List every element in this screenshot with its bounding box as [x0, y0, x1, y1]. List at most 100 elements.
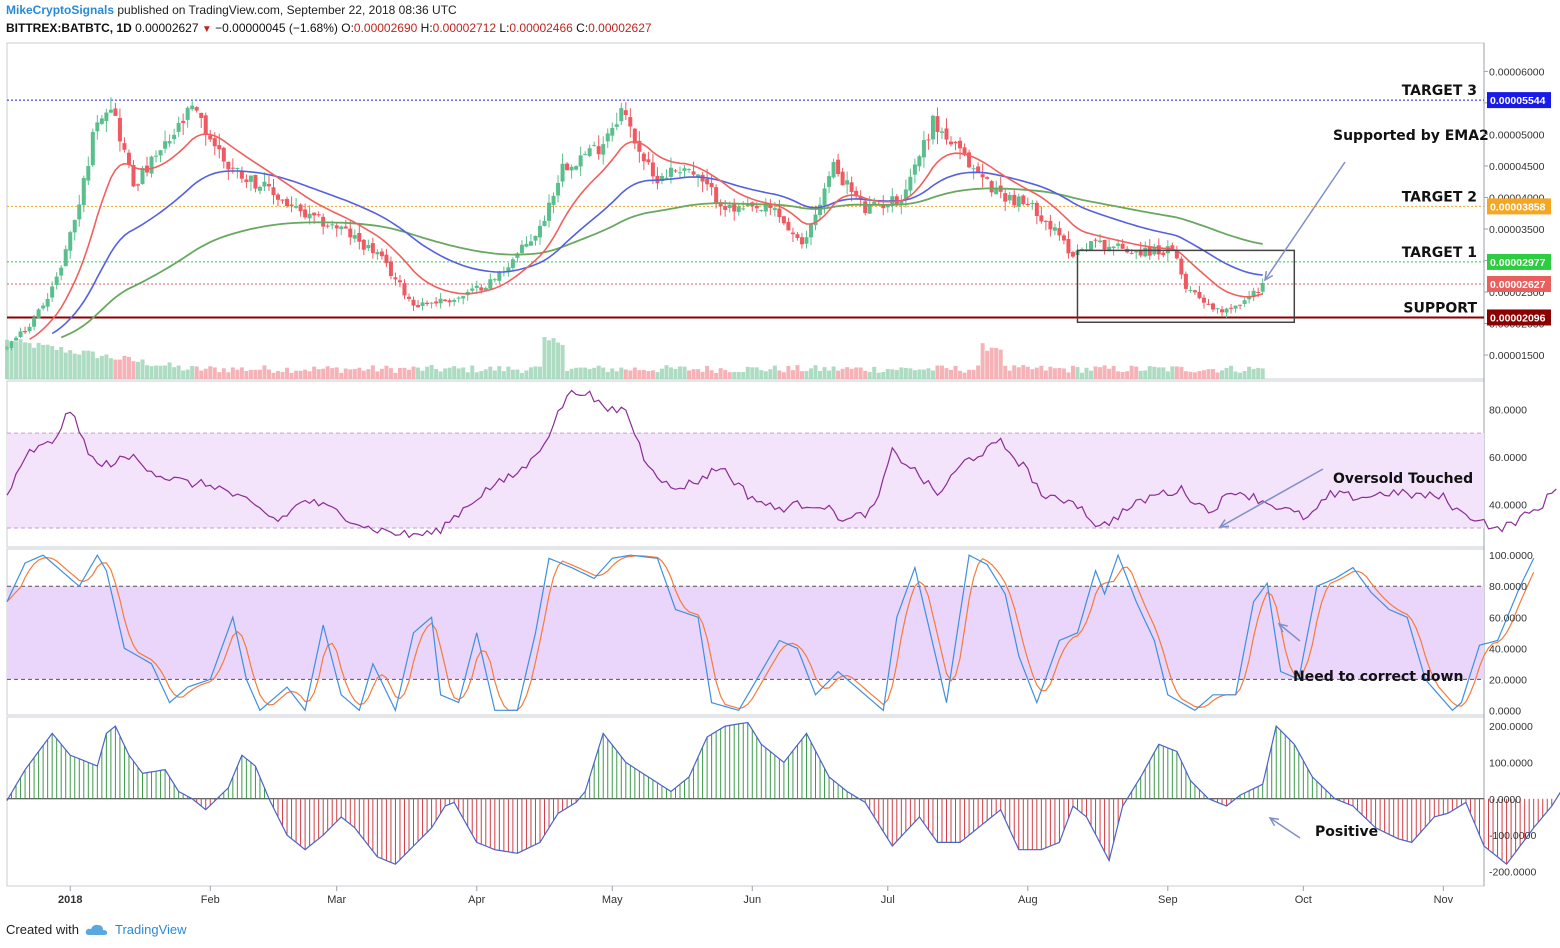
candle-body: [1238, 304, 1243, 306]
volume-bar: [1043, 370, 1048, 379]
volume-bar: [700, 371, 705, 379]
candle-body: [547, 202, 552, 221]
volume-bar: [556, 342, 561, 379]
candle-body: [316, 214, 321, 216]
volume-bar: [425, 366, 430, 379]
volume-bar: [1174, 366, 1179, 379]
volume-bar: [759, 370, 764, 379]
volume-bar: [1070, 365, 1075, 379]
candle-body: [190, 105, 195, 110]
volume-bar: [1260, 368, 1265, 379]
volume-bar: [379, 368, 384, 379]
candle-body: [1197, 291, 1202, 299]
volume-bar: [1003, 365, 1008, 379]
candles: [5, 97, 1265, 351]
macd-tick-label: 100.0000: [1489, 757, 1533, 769]
rsi-tick-label: 80.0000: [1489, 404, 1527, 416]
volume-bar: [1134, 366, 1139, 379]
candle-body: [1052, 227, 1057, 231]
candle-body: [99, 118, 104, 124]
volume-bar: [605, 371, 610, 379]
rsi-tick-label: 60.0000: [1489, 452, 1527, 464]
candle-body: [45, 298, 50, 307]
level-badge-text-3: 0.00002627: [1490, 279, 1546, 291]
last-price: 0.00002627: [135, 21, 199, 35]
candle-body: [41, 305, 46, 309]
volume-bar: [45, 344, 50, 379]
candle-body: [1012, 194, 1017, 206]
candle-body: [1260, 282, 1265, 292]
candle-body: [754, 205, 759, 209]
oversold-arrow-head: [1218, 519, 1230, 528]
candle-body: [623, 110, 628, 116]
volume-bar: [1152, 366, 1157, 379]
volume-bar: [583, 367, 588, 379]
volume-bar: [384, 365, 389, 379]
candle-body: [971, 168, 976, 170]
rsi-tick-label: 40.0000: [1489, 499, 1527, 511]
candle-body: [339, 226, 344, 230]
stoch-k-line: [6, 553, 1535, 713]
volume-bar: [483, 369, 488, 379]
volume-bar: [145, 365, 150, 379]
candle-body: [63, 249, 68, 267]
candle-body: [736, 206, 741, 212]
volume-bar: [1061, 368, 1066, 379]
volume-bar: [1120, 372, 1125, 379]
volume-bar: [894, 370, 899, 379]
candle-body: [1129, 252, 1134, 254]
candle-body: [488, 279, 493, 289]
volume-bar: [285, 367, 290, 379]
volume-bar: [786, 365, 791, 379]
volume-bar: [745, 366, 750, 379]
candle-body: [248, 175, 253, 182]
price-tick-label: 0.00001500: [1489, 350, 1545, 362]
candle-body: [808, 223, 813, 238]
candle-body: [447, 300, 452, 303]
level-badge-2: [1487, 253, 1551, 270]
tradingview-link[interactable]: TradingView: [114, 922, 187, 937]
level-badge-0: [1487, 92, 1551, 109]
volume-bar: [72, 353, 77, 379]
volume-bar: [1179, 366, 1184, 379]
volume-bar: [985, 350, 990, 379]
price-tick-label: 0.00006000: [1489, 66, 1545, 78]
volume-bar: [239, 367, 244, 379]
tradingview-cloud-icon: [85, 924, 108, 935]
volume-bar: [1247, 366, 1252, 379]
volume-bar: [1138, 370, 1143, 379]
volume-bar: [858, 367, 863, 379]
candle-body: [203, 115, 208, 134]
candle-body: [1066, 238, 1071, 254]
candle-body: [239, 170, 244, 179]
candle-body: [601, 144, 606, 155]
volume-bar: [54, 349, 59, 379]
candle-body: [641, 153, 646, 162]
candle-body: [962, 147, 967, 156]
volume-bar: [1057, 367, 1062, 379]
volume-bar: [104, 354, 109, 379]
author-link[interactable]: MikeCryptoSignals: [6, 3, 115, 17]
volume-bar: [176, 365, 181, 379]
candle-body: [72, 219, 77, 233]
time-tick-label: Oct: [1295, 894, 1312, 906]
candle-body: [953, 141, 958, 144]
open-value: 0.00002690: [353, 21, 418, 35]
volume-bar: [619, 367, 624, 379]
volume-bar: [998, 349, 1003, 379]
candle-body: [1224, 308, 1229, 313]
volume-bar: [276, 370, 281, 379]
volume-bar: [926, 368, 931, 379]
volume-bar: [1125, 371, 1130, 379]
candle-body: [949, 141, 954, 145]
time-tick-label: Aug: [1018, 894, 1038, 906]
candle-body: [1256, 291, 1261, 293]
candle-body: [276, 194, 281, 200]
level-badge-1: [1487, 198, 1551, 215]
volume-bar: [596, 365, 601, 379]
price-axis: 0.000015000.000020000.000025000.00003000…: [1484, 66, 1551, 362]
volume-bar: [655, 372, 660, 379]
volume-bar: [90, 351, 95, 379]
volume-bar: [465, 372, 470, 379]
